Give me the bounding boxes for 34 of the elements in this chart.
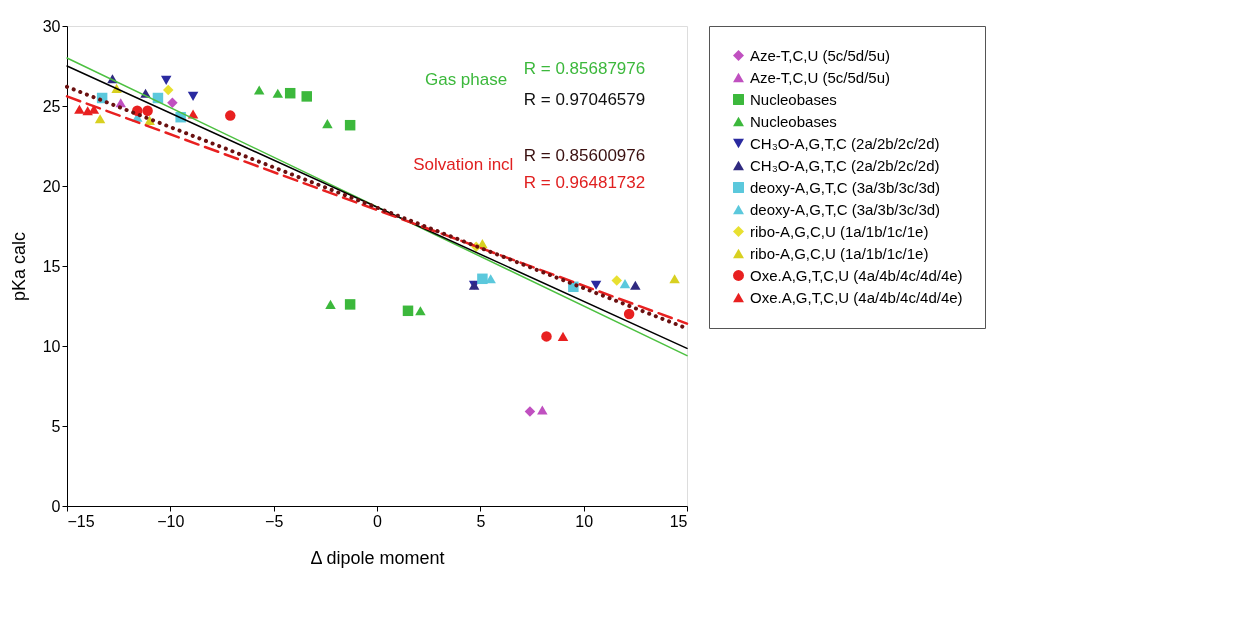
x-tick-label: −10 bbox=[157, 512, 185, 530]
x-tick-label: 10 bbox=[575, 512, 594, 530]
annotation: R = 0.97046579 bbox=[523, 89, 646, 109]
y-tick-label: 0 bbox=[51, 497, 61, 515]
legend-label: ribo-A,G,C,U (1a/1b/1c/1e) bbox=[750, 222, 929, 240]
annotation: Solvation incl bbox=[413, 155, 514, 175]
legend-label: Aze-T,C,U (5c/5d/5u) bbox=[750, 46, 891, 64]
x-tick-label: 5 bbox=[476, 512, 486, 530]
x-tick-label: −15 bbox=[67, 512, 95, 530]
legend-label: ribo-A,G,C,U (1a/1b/1c/1e) bbox=[750, 244, 929, 262]
x-tick-label: 0 bbox=[373, 512, 383, 530]
legend-label: Nucleobases bbox=[750, 112, 837, 130]
y-tick-label: 20 bbox=[42, 177, 61, 195]
y-tick-label: 30 bbox=[42, 17, 61, 35]
annotation: R = 0.85600976 bbox=[523, 145, 646, 165]
legend-label: CH₃O-A,G,T,C (2a/2b/2c/2d) bbox=[750, 134, 940, 152]
legend-label: deoxy-A,G,T,C (3a/3b/3c/3d) bbox=[750, 200, 941, 218]
y-tick-label: 5 bbox=[51, 417, 61, 435]
legend-label: Oxe.A,G,T,C,U (4a/4b/4c/4d/4e) bbox=[750, 266, 963, 284]
x-tick-label: 15 bbox=[669, 512, 688, 530]
annotation: R = 0.85687976 bbox=[523, 59, 646, 79]
legend-label: Nucleobases bbox=[750, 90, 837, 108]
x-axis-title: Δ dipole moment bbox=[310, 547, 445, 568]
y-tick-label: 15 bbox=[42, 257, 61, 275]
y-tick-label: 25 bbox=[42, 97, 61, 115]
annotation: Gas phase bbox=[424, 70, 508, 90]
legend-label: CH₃O-A,G,T,C (2a/2b/2c/2d) bbox=[750, 156, 940, 174]
legend-label: Oxe.A,G,T,C,U (4a/4b/4c/4d/4e) bbox=[750, 288, 963, 306]
annotation: R = 0.96481732 bbox=[523, 172, 646, 192]
x-tick-label: −5 bbox=[265, 512, 284, 530]
y-tick-label: 10 bbox=[42, 337, 61, 355]
legend-label: deoxy-A,G,T,C (3a/3b/3c/3d) bbox=[750, 178, 941, 196]
y-axis-title: pKa calc bbox=[8, 231, 29, 302]
legend-label: Aze-T,C,U (5c/5d/5u) bbox=[750, 68, 891, 86]
